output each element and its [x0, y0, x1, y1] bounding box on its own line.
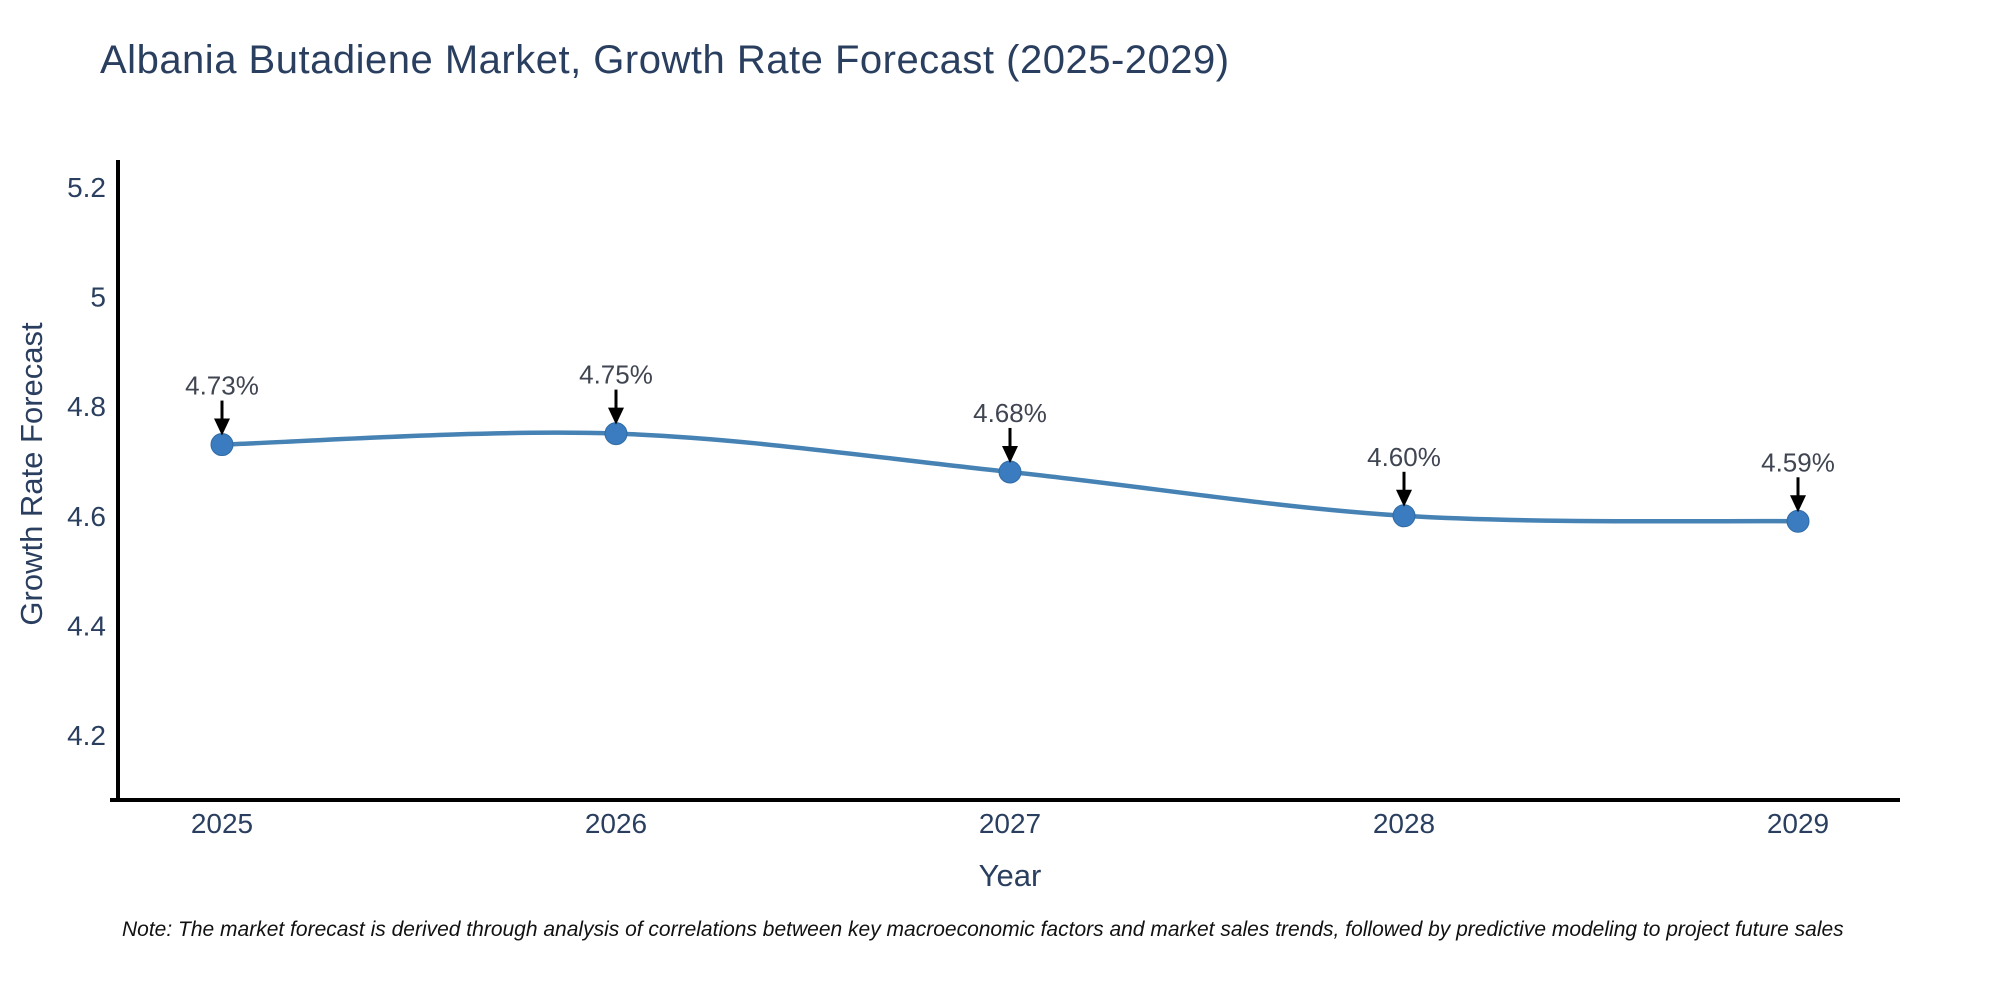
data-point-marker[interactable]: [604, 422, 628, 446]
annotation-label: 4.75%: [579, 360, 653, 390]
y-tick-label: 4.4: [67, 610, 106, 641]
x-tick-label: 2025: [191, 808, 253, 839]
annotation-arrowhead-icon: [214, 418, 230, 436]
annotation-arrowhead-icon: [1396, 489, 1412, 507]
footnote: Note: The market forecast is derived thr…: [122, 918, 1844, 941]
chart-title: Albania Butadiene Market, Growth Rate Fo…: [100, 38, 1230, 82]
annotation-label: 4.59%: [1761, 447, 1835, 477]
annotation-label: 4.68%: [973, 398, 1047, 428]
x-tick-label: 2029: [1767, 808, 1829, 839]
annotation-arrowhead-icon: [1002, 445, 1018, 463]
y-tick-label: 4.8: [67, 391, 106, 422]
data-point-marker[interactable]: [1786, 509, 1810, 533]
x-tick-label: 2027: [979, 808, 1041, 839]
y-tick-label: 5: [90, 282, 106, 313]
annotation-arrowhead-icon: [1790, 495, 1806, 513]
y-tick-label: 4.6: [67, 501, 106, 532]
y-tick-label: 5.2: [67, 172, 106, 203]
data-point-marker[interactable]: [210, 433, 234, 457]
annotation-arrowhead-icon: [608, 407, 624, 425]
annotation-label: 4.73%: [185, 371, 259, 401]
x-axis-title: Year: [978, 858, 1042, 893]
y-axis-title: Growth Rate Forecast: [14, 322, 49, 626]
y-tick-label: 4.2: [67, 720, 106, 751]
annotation-label: 4.60%: [1367, 442, 1441, 472]
data-point-marker[interactable]: [1392, 504, 1416, 528]
x-tick-label: 2026: [585, 808, 647, 839]
x-tick-label: 2028: [1373, 808, 1435, 839]
data-point-marker[interactable]: [998, 460, 1022, 484]
